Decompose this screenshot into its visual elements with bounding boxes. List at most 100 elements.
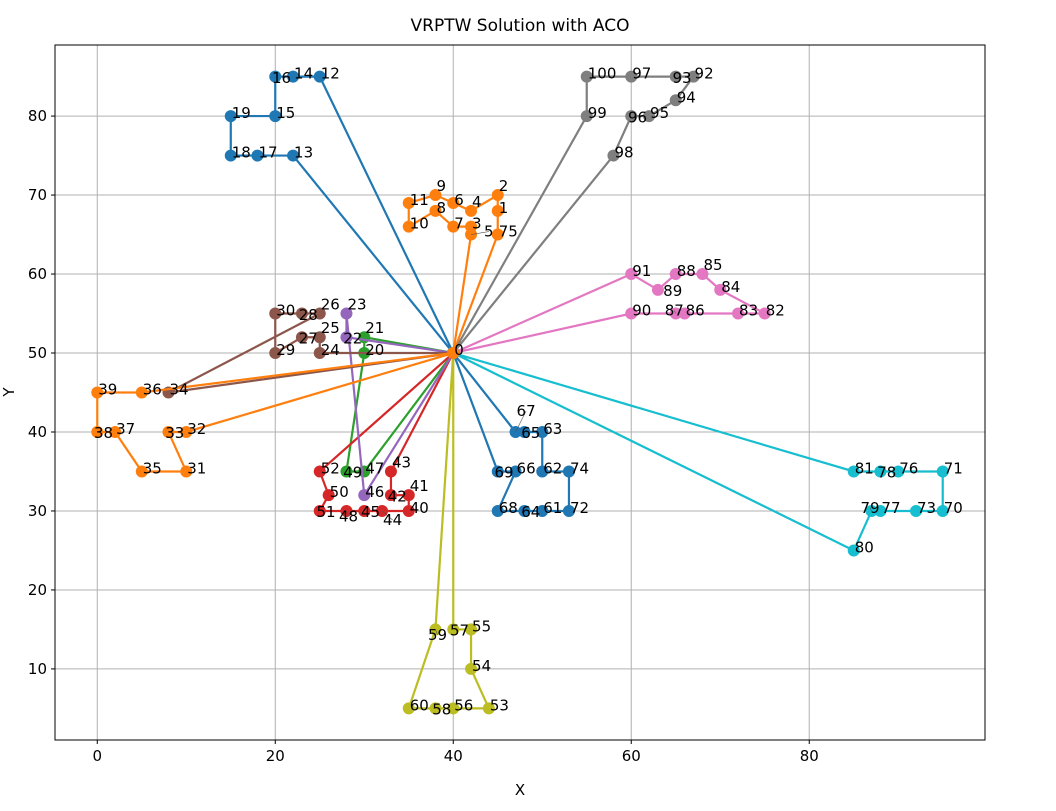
node-marker (429, 204, 442, 217)
node-label: 30 (276, 302, 295, 320)
node-label: 56 (454, 696, 473, 714)
node-label: 65 (521, 424, 540, 442)
node-label: 61 (543, 499, 562, 517)
node-label: 57 (450, 622, 469, 640)
node-label: 78 (877, 464, 896, 482)
node-marker (865, 504, 878, 517)
node-label: 100 (588, 65, 617, 83)
node-marker (678, 307, 691, 320)
node-label: 7 (454, 215, 464, 233)
node-marker (269, 70, 282, 83)
node-marker (109, 425, 122, 438)
node-label: 82 (766, 302, 785, 320)
node-label: 85 (703, 256, 722, 274)
node-label: 77 (881, 499, 900, 517)
node-marker (402, 702, 415, 715)
node-marker (135, 386, 148, 399)
node-label: 52 (321, 459, 340, 477)
route-line (167, 312, 454, 394)
node-label: 40 (410, 499, 429, 517)
node-marker (313, 307, 326, 320)
node-marker (847, 544, 860, 557)
route-line (96, 351, 454, 473)
node-label: 60 (410, 696, 429, 714)
node-marker (536, 425, 549, 438)
node-label: 36 (143, 381, 162, 399)
node-label: 92 (695, 65, 714, 83)
node-label: 43 (392, 453, 411, 471)
node-marker (91, 386, 104, 399)
node-marker (732, 307, 745, 320)
node-label: 72 (570, 499, 589, 517)
chart-title: VRPTW Solution with ACO (411, 16, 630, 36)
node-marker (536, 465, 549, 478)
node-label: 16 (272, 69, 291, 87)
node-label: 41 (410, 477, 429, 495)
node-label: 91 (632, 262, 651, 280)
node-label: 29 (276, 341, 295, 359)
node-marker (313, 504, 326, 517)
node-marker (313, 465, 326, 478)
node-label: 63 (543, 420, 562, 438)
node-label: 55 (472, 617, 491, 635)
node-label: 86 (686, 302, 705, 320)
node-marker (910, 504, 923, 517)
node-marker (669, 70, 682, 83)
node-label: 76 (899, 459, 918, 477)
label-leader-line (674, 310, 677, 314)
node-label: 84 (721, 278, 740, 296)
node-label: 37 (116, 420, 135, 438)
y-tick-label: 70 (28, 186, 47, 204)
x-axis-label: X (515, 781, 525, 799)
node-label: 48 (339, 507, 358, 525)
y-tick-label: 60 (28, 265, 47, 283)
node-marker (384, 465, 397, 478)
node-label: 75 (499, 223, 518, 241)
node-marker (643, 110, 656, 123)
node-label: 31 (187, 459, 206, 477)
label-leader-line (435, 629, 438, 636)
node-label: 39 (98, 381, 117, 399)
node-label: 15 (276, 104, 295, 122)
route-line (229, 75, 455, 354)
x-tick-label: 80 (800, 747, 819, 765)
node-label: 71 (944, 459, 963, 477)
node-marker (607, 149, 620, 162)
node-marker (491, 228, 504, 241)
y-tick-label: 50 (28, 344, 47, 362)
node-label: 93 (672, 69, 691, 87)
node-marker (465, 623, 478, 636)
node-label: 67 (517, 402, 536, 420)
node-labels: 0123456789101112131415161718192021222324… (94, 65, 963, 719)
node-label: 66 (517, 459, 536, 477)
node-marker (847, 465, 860, 478)
label-leader-line (515, 410, 527, 433)
node-marker (447, 623, 460, 636)
routes (91, 70, 949, 715)
node-label: 2 (499, 177, 509, 195)
node-label: 46 (365, 483, 384, 501)
node-label: 27 (299, 329, 318, 347)
node-marker (251, 149, 264, 162)
node-label: 74 (570, 459, 589, 477)
label-leader-line (346, 510, 349, 517)
node-label: 22 (343, 329, 362, 347)
node-label: 45 (361, 503, 380, 521)
node-label: 20 (365, 341, 384, 359)
node-marker (358, 489, 371, 502)
node-label: 13 (294, 144, 313, 162)
label-leader-line (471, 231, 489, 235)
node-marker (651, 283, 664, 296)
node-marker (180, 425, 193, 438)
node-label: 8 (436, 199, 446, 217)
node-label: 26 (321, 296, 340, 314)
node-marker (402, 220, 415, 233)
y-tick-label: 20 (28, 581, 47, 599)
node-label: 62 (543, 459, 562, 477)
node-label: 53 (490, 696, 509, 714)
node-label: 25 (321, 319, 340, 337)
node-marker (509, 465, 522, 478)
node-marker (340, 331, 353, 344)
route-line (407, 352, 491, 710)
node-marker (669, 94, 682, 107)
